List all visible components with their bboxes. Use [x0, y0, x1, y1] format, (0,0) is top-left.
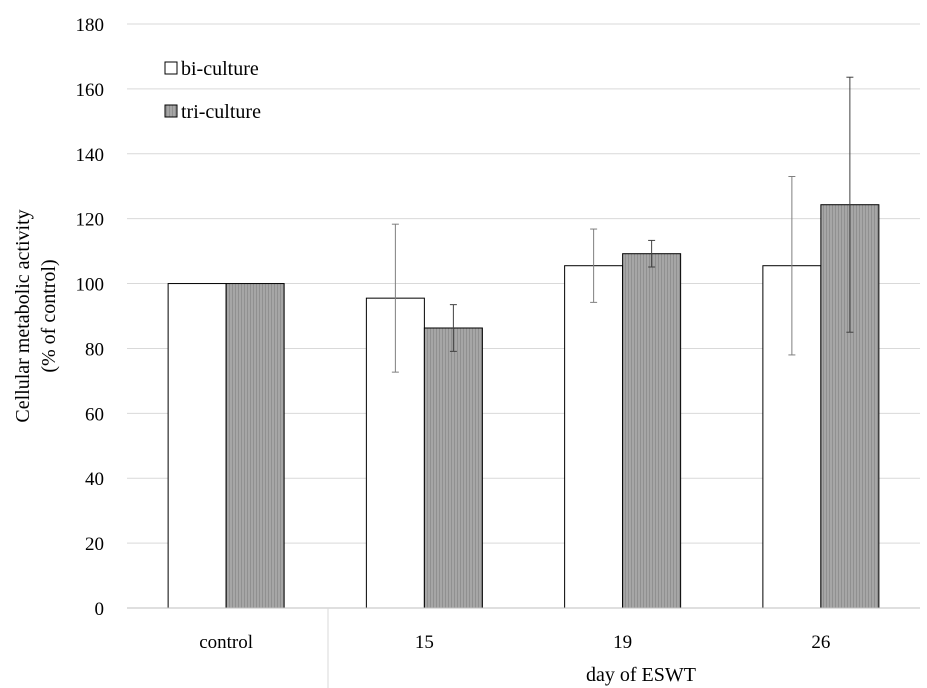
bar-bi-culture-19	[564, 265, 624, 609]
y-tick-label: 20	[85, 534, 104, 555]
y-tick-label: 80	[85, 339, 104, 360]
y-tick-label: 140	[76, 145, 105, 166]
error-bar-bi-culture-15	[391, 223, 399, 373]
x-tick-label: 19	[613, 632, 632, 653]
bar-tri-culture-19	[622, 253, 682, 609]
bar-tri-culture-15	[423, 327, 483, 609]
error-bar-tri-culture-15	[449, 304, 457, 352]
bar-bi-culture-control	[167, 283, 227, 609]
y-tick-label: 120	[76, 210, 105, 231]
legend-swatch-bi-culture	[164, 61, 178, 75]
error-bar-tri-culture-19	[648, 239, 656, 268]
error-bars	[391, 76, 854, 373]
y-tick-label: 40	[85, 469, 104, 490]
y-tick-label: 0	[95, 599, 105, 620]
legend-label-bi-culture: bi-culture	[181, 58, 259, 80]
legend-item-bi-culture: bi-culture	[164, 58, 259, 80]
x-axis-title: day of ESWT	[586, 664, 696, 686]
axes	[127, 607, 920, 688]
y-tick-label: 60	[85, 404, 104, 425]
y-tick-labels: 0 20 40 60 80 100 120 140 160 180	[76, 15, 105, 620]
legend-label-tri-culture: tri-culture	[181, 101, 261, 123]
x-tick-label: control	[199, 632, 253, 653]
bar-tri-culture-control	[225, 283, 285, 609]
y-tick-label: 160	[76, 80, 105, 101]
error-bar-bi-culture-26	[788, 175, 796, 356]
y-axis-title-line1: Cellular metabolic activity	[12, 209, 34, 422]
legend-swatch-tri-culture	[164, 104, 178, 118]
legend: bi-culture tri-culture	[164, 58, 261, 123]
error-bar-bi-culture-19	[590, 228, 598, 303]
error-bar-tri-culture-26	[846, 76, 854, 333]
category-labels: control 15 19 26	[199, 632, 830, 653]
x-tick-label: 15	[415, 632, 434, 653]
bars	[167, 204, 880, 609]
y-tick-label: 180	[76, 15, 105, 36]
y-axis-title-line2: (% of control)	[38, 259, 60, 372]
y-tick-label: 100	[76, 275, 105, 296]
x-tick-label: 26	[811, 632, 830, 653]
legend-item-tri-culture: tri-culture	[164, 101, 261, 123]
y-axis-title: Cellular metabolic activity (% of contro…	[12, 209, 60, 422]
